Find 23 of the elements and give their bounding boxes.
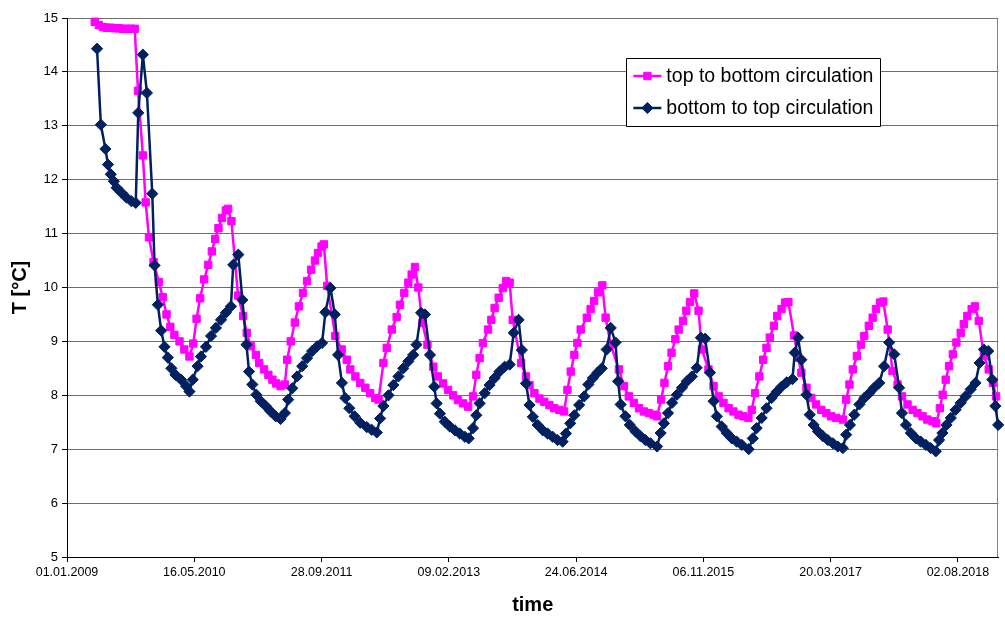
y-tick-label: 5 — [50, 548, 58, 564]
x-tick-label: 01.01.2009 — [35, 564, 99, 579]
y-tick-label: 11 — [44, 225, 58, 241]
y-tick-label: 14 — [43, 63, 58, 79]
y-tick-label: 12 — [43, 171, 58, 187]
y-tick-label: 7 — [50, 440, 58, 456]
x-tick-label: 16.05.2010 — [162, 564, 226, 579]
y-tick-label: 10 — [43, 279, 58, 295]
y-tick-label: 8 — [50, 386, 58, 402]
legend-label: bottom to top circulation — [666, 96, 874, 119]
x-tick-label: 20.03.2017 — [799, 564, 862, 579]
y-tick-label: 9 — [50, 332, 58, 348]
x-axis-title: time — [512, 592, 554, 615]
y-tick-label: 15 — [43, 9, 58, 25]
x-tick-label: 24.06.2014 — [544, 564, 608, 579]
x-tick-label: 28.09.2011 — [290, 564, 353, 579]
y-tick-label: 13 — [43, 117, 58, 133]
y-tick-label: 6 — [50, 494, 58, 510]
x-tick-label: 06.11.2015 — [672, 564, 735, 579]
x-tick-label: 02.08.2018 — [926, 564, 990, 579]
legend-label: top to bottom circulation — [666, 64, 874, 87]
x-tick-label: 09.02.2013 — [417, 564, 481, 579]
y-axis-title: T [°C] — [7, 260, 30, 315]
